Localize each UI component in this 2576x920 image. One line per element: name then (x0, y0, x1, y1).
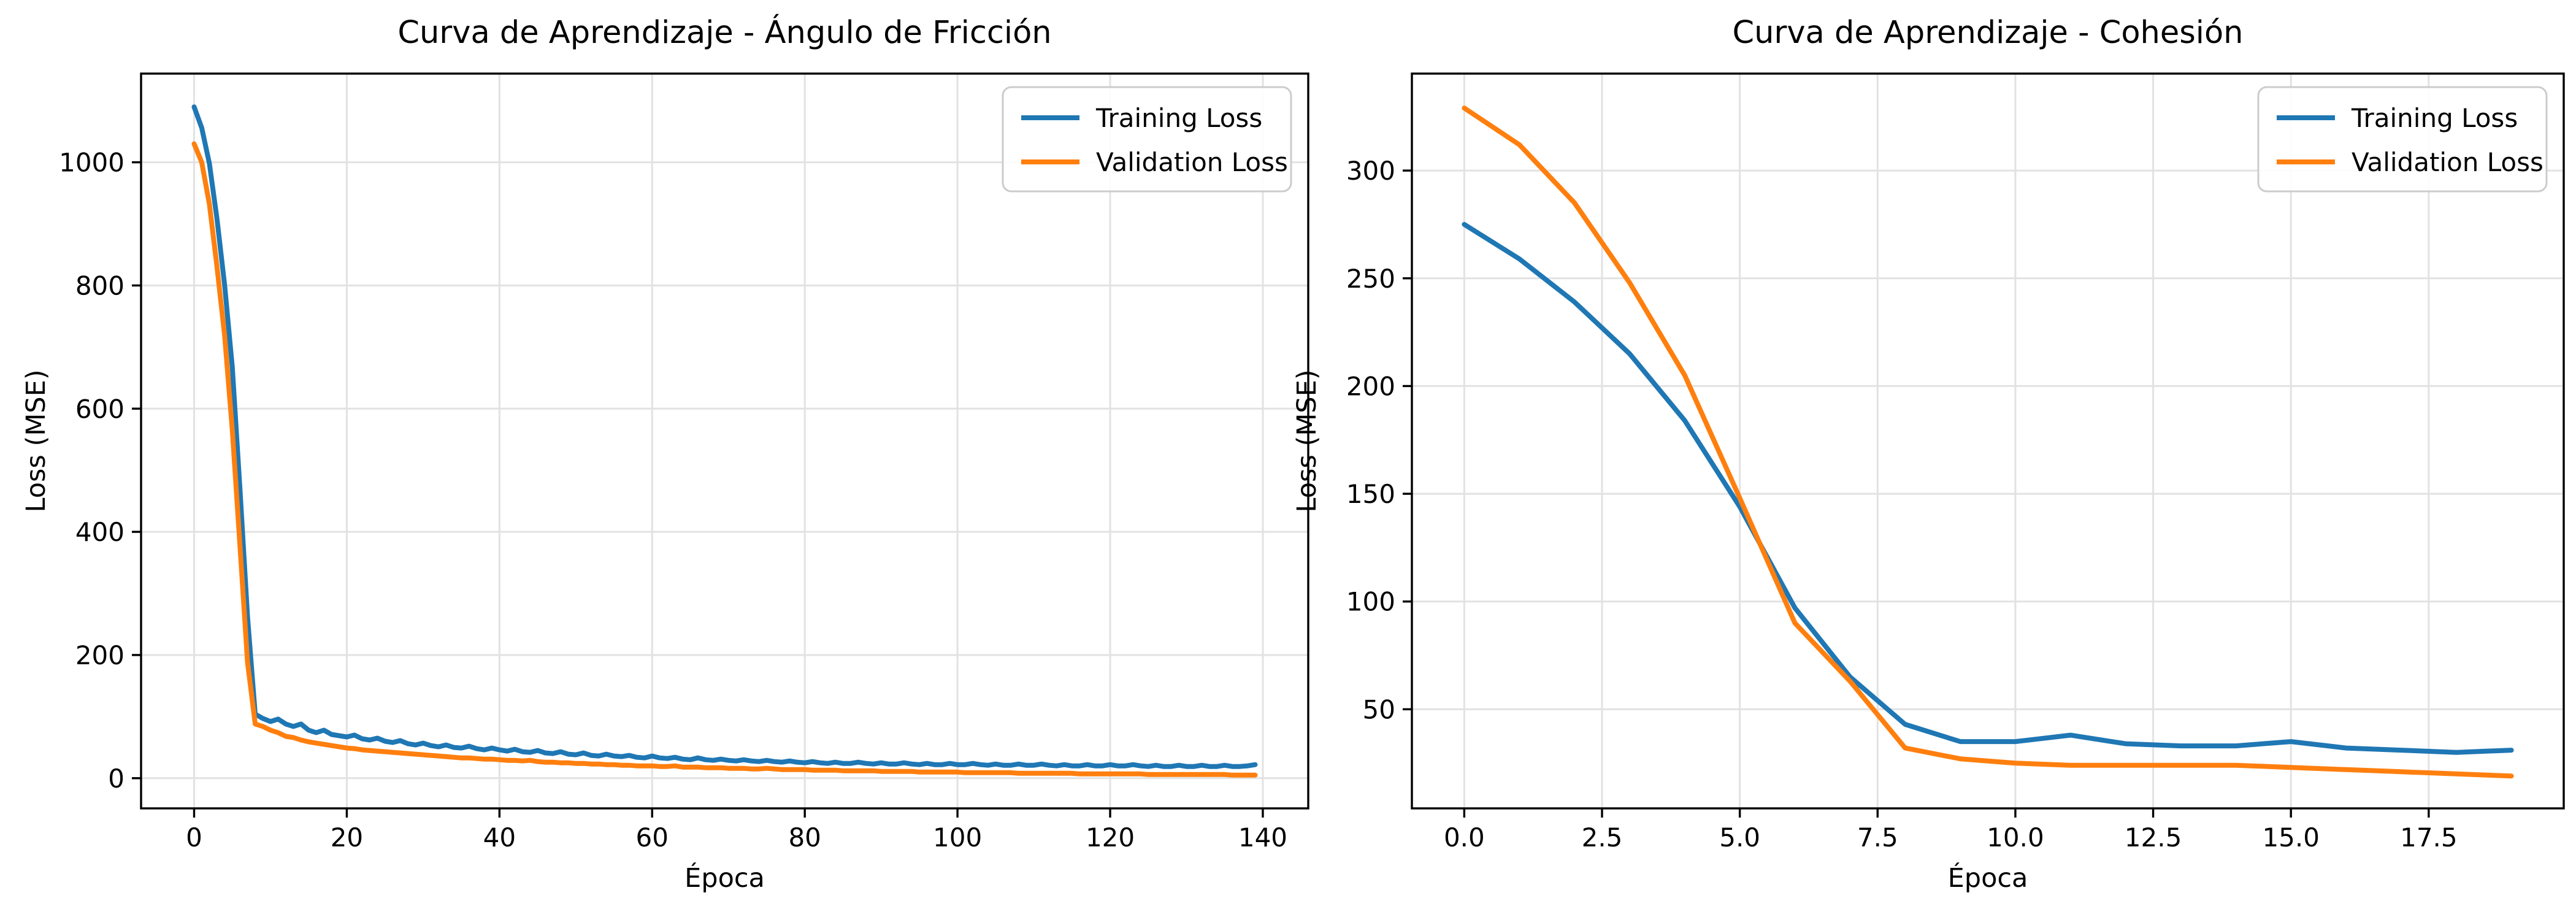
y-tick-label: 100 (1346, 587, 1395, 617)
x-tick-label: 17.5 (2400, 822, 2458, 853)
right-chart: 0.0 2.5 5.0 7.5 10.0 12.5 15.0 17.5 50 100 150 200 2… (1292, 15, 2565, 894)
y-tick-label: 400 (75, 517, 125, 547)
legend-box (2257, 86, 2548, 193)
legend-entry-training: Training Loss (2277, 103, 2518, 133)
y-tick-label: 150 (1346, 479, 1395, 509)
legend-box (1002, 86, 1292, 193)
x-tick-label: 20 (331, 822, 363, 853)
grid (1412, 74, 2564, 808)
y-axis-label: Loss (MSE) (21, 369, 52, 512)
x-tick-label: 80 (788, 822, 821, 853)
x-tick-label: 140 (1238, 822, 1287, 853)
x-tick-label: 100 (933, 822, 982, 853)
x-tick-label: 10.0 (1987, 822, 2044, 853)
y-axis-label: Loss (MSE) (1292, 369, 1322, 512)
validation-loss-line (1462, 105, 2514, 779)
x-tick-labels: 0 20 40 60 80 100 120 140 (186, 822, 1287, 853)
legend-label: Training Loss (2351, 103, 2518, 133)
x-tick-label: 0.0 (1444, 822, 1485, 853)
y-tick-label: 50 (1363, 694, 1395, 724)
legend: Training Loss Validation Loss (1002, 86, 1292, 193)
x-tick-labels: 0.0 2.5 5.0 7.5 10.0 12.5 15.0 17.5 (1444, 822, 2458, 853)
y-tick-label: 250 (1346, 264, 1395, 294)
axes-frame (1411, 72, 2565, 810)
y-tick-label: 600 (75, 394, 125, 424)
y-tick-labels: 0 200 400 600 800 1000 (59, 148, 125, 794)
y-tick-label: 1000 (59, 148, 125, 178)
x-tick-label: 2.5 (1582, 822, 1623, 853)
grid (141, 74, 1308, 808)
x-tick-label: 5.0 (1719, 822, 1760, 853)
legend: Training Loss Validation Loss (2257, 86, 2548, 193)
validation-loss-line (191, 141, 1258, 778)
y-tick-label: 200 (75, 640, 125, 670)
legend-label: Training Loss (1095, 103, 1262, 133)
y-tick-label: 200 (1346, 371, 1395, 401)
y-tick-label: 0 (108, 764, 125, 794)
chart-title: Curva de Aprendizaje - Ángulo de Fricció… (397, 13, 1051, 51)
y-tick-label: 300 (1346, 156, 1395, 186)
tick-marks (1403, 169, 2430, 818)
x-axis-label: Época (684, 862, 765, 894)
x-tick-label: 12.5 (2125, 822, 2182, 853)
left-chart: 0 20 40 60 80 100 120 140 0 200 400 600 800 1000 Curva… (21, 13, 1309, 894)
training-loss-line (1462, 221, 2514, 755)
x-tick-label: 60 (636, 822, 669, 853)
tick-marks (132, 161, 1264, 818)
axes-frame (140, 72, 1309, 810)
y-tick-label: 800 (75, 270, 125, 301)
x-tick-label: 7.5 (1857, 822, 1898, 853)
chart-title: Curva de Aprendizaje - Cohesión (1732, 15, 2243, 51)
legend-entry-training: Training Loss (1021, 103, 1262, 133)
y-tick-labels: 50 100 150 200 250 300 (1346, 156, 1395, 724)
x-tick-label: 120 (1086, 822, 1135, 853)
legend-label: Validation Loss (2352, 147, 2543, 177)
legend-entry-validation: Validation Loss (2277, 147, 2543, 177)
legend-entry-validation: Validation Loss (1021, 147, 1288, 177)
x-tick-label: 15.0 (2262, 822, 2320, 853)
x-tick-label: 0 (186, 822, 202, 853)
legend-label: Validation Loss (1096, 147, 1288, 177)
training-loss-line (191, 104, 1258, 769)
x-axis-label: Época (1948, 862, 2028, 894)
x-tick-label: 40 (483, 822, 516, 853)
